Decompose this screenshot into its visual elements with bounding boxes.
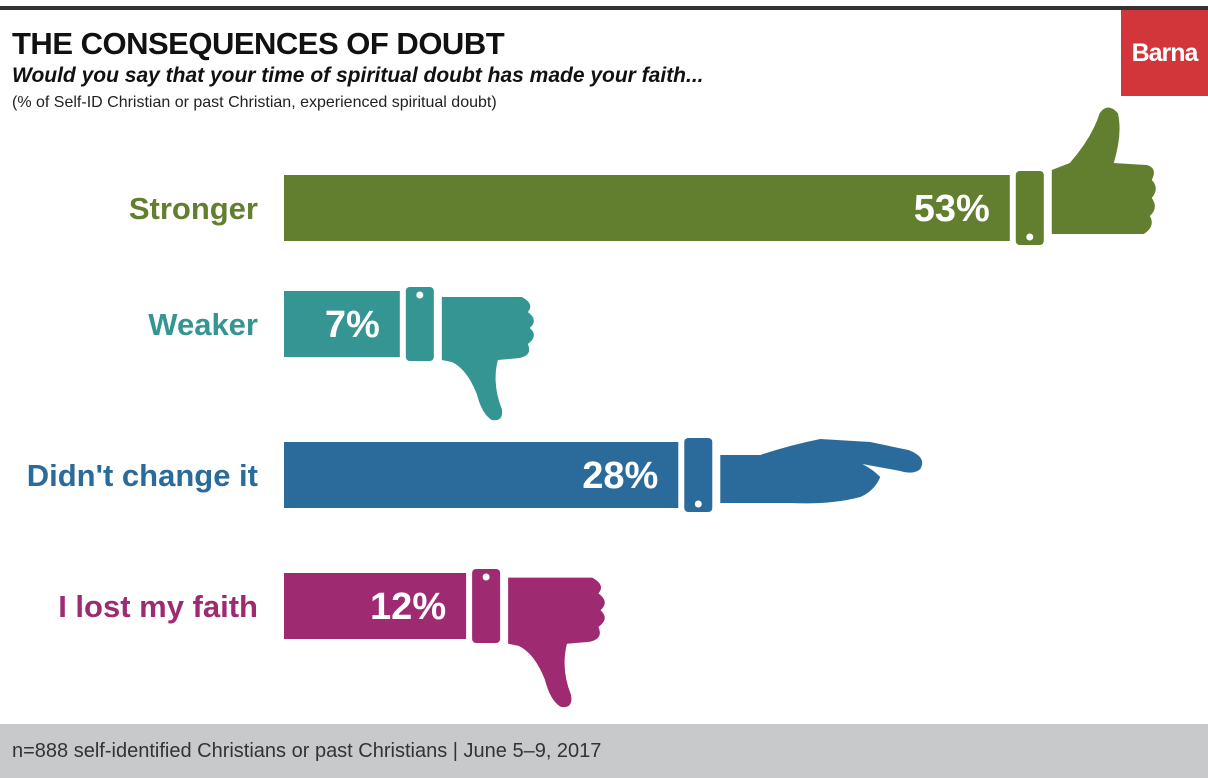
category-label: Didn't change it <box>27 458 258 493</box>
chart-subtitle: Would you say that your time of spiritua… <box>12 64 704 87</box>
cuff-button <box>416 291 424 299</box>
cuff <box>684 438 713 512</box>
bar <box>284 175 1010 241</box>
value-label: 12% <box>370 586 446 628</box>
bar <box>284 573 467 639</box>
cuff-button <box>482 573 490 581</box>
open-palm-icon <box>720 439 923 504</box>
top-rule <box>0 6 1208 10</box>
cuff <box>405 287 434 361</box>
bar <box>284 291 400 357</box>
thumbs-up-icon <box>1051 107 1156 234</box>
category-label: I lost my faith <box>58 589 258 624</box>
value-label: 53% <box>914 188 990 230</box>
chart-note: (% of Self-ID Christian or past Christia… <box>12 94 497 111</box>
thumbs-down-icon <box>441 297 534 421</box>
bar <box>284 442 679 508</box>
value-label: 28% <box>582 455 658 497</box>
cuff-button <box>694 500 702 508</box>
thumbs-down-icon <box>508 577 605 708</box>
cuff <box>1015 171 1044 245</box>
bar-chart: Stronger 53% Weaker 7% Didn't change it 28% I … <box>27 107 1156 708</box>
category-label: Stronger <box>129 191 258 226</box>
barna-logo: Barna <box>1121 10 1208 96</box>
cuff-button <box>1026 233 1034 241</box>
chart-title: THE CONSEQUENCES OF DOUBT <box>12 26 505 61</box>
category-label: Weaker <box>148 307 258 342</box>
footer-text: n=888 self-identified Christians or past… <box>12 740 602 762</box>
value-label: 7% <box>325 304 380 346</box>
footer: n=888 self-identified Christians or past… <box>0 724 1208 778</box>
cuff <box>472 569 501 643</box>
